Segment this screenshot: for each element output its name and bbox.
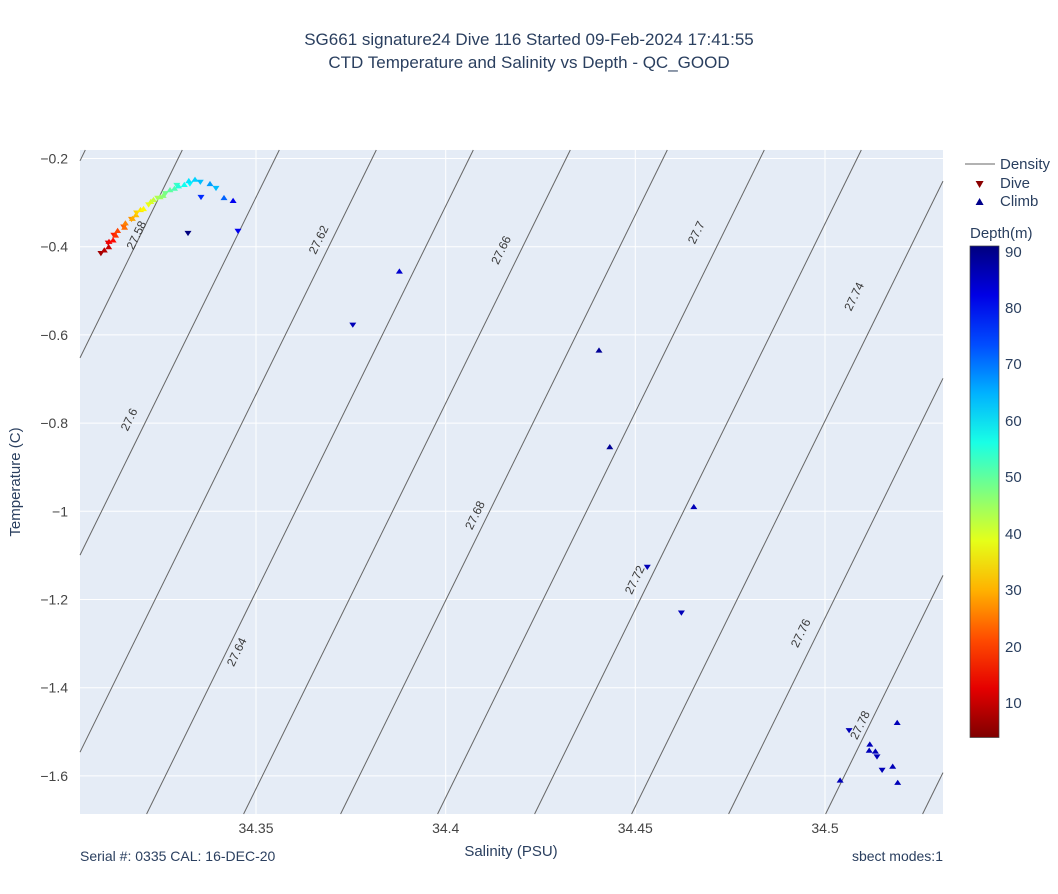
svg-text:80: 80: [1005, 300, 1022, 317]
svg-text:60: 60: [1005, 413, 1022, 430]
svg-text:−0.6: −0.6: [40, 327, 68, 343]
svg-text:Density: Density: [1000, 156, 1051, 173]
svg-text:−1.6: −1.6: [40, 768, 68, 784]
svg-text:−1: −1: [52, 503, 68, 519]
svg-text:Depth(m): Depth(m): [970, 225, 1033, 242]
svg-text:−1.4: −1.4: [40, 680, 68, 696]
svg-text:30: 30: [1005, 582, 1022, 599]
svg-text:10: 10: [1005, 695, 1022, 712]
svg-text:Temperature (C): Temperature (C): [7, 427, 24, 536]
svg-text:20: 20: [1005, 639, 1022, 656]
svg-text:34.4: 34.4: [432, 820, 459, 836]
svg-text:34.45: 34.45: [618, 820, 653, 836]
svg-text:40: 40: [1005, 526, 1022, 543]
svg-text:Climb: Climb: [1000, 193, 1038, 210]
svg-text:−0.4: −0.4: [40, 239, 68, 255]
svg-text:90: 90: [1005, 244, 1022, 261]
svg-text:70: 70: [1005, 356, 1022, 373]
svg-text:−0.8: −0.8: [40, 415, 68, 431]
svg-text:Serial #: 0335 CAL: 16-DEC-20: Serial #: 0335 CAL: 16-DEC-20: [80, 848, 276, 864]
svg-text:−0.2: −0.2: [40, 151, 68, 167]
svg-text:Dive: Dive: [1000, 175, 1030, 192]
svg-text:34.5: 34.5: [811, 820, 838, 836]
svg-text:−1.2: −1.2: [40, 592, 68, 608]
svg-text:50: 50: [1005, 469, 1022, 486]
svg-text:Salinity (PSU): Salinity (PSU): [464, 843, 557, 860]
svg-text:sbect modes:1: sbect modes:1: [852, 848, 943, 864]
svg-text:34.35: 34.35: [238, 820, 273, 836]
